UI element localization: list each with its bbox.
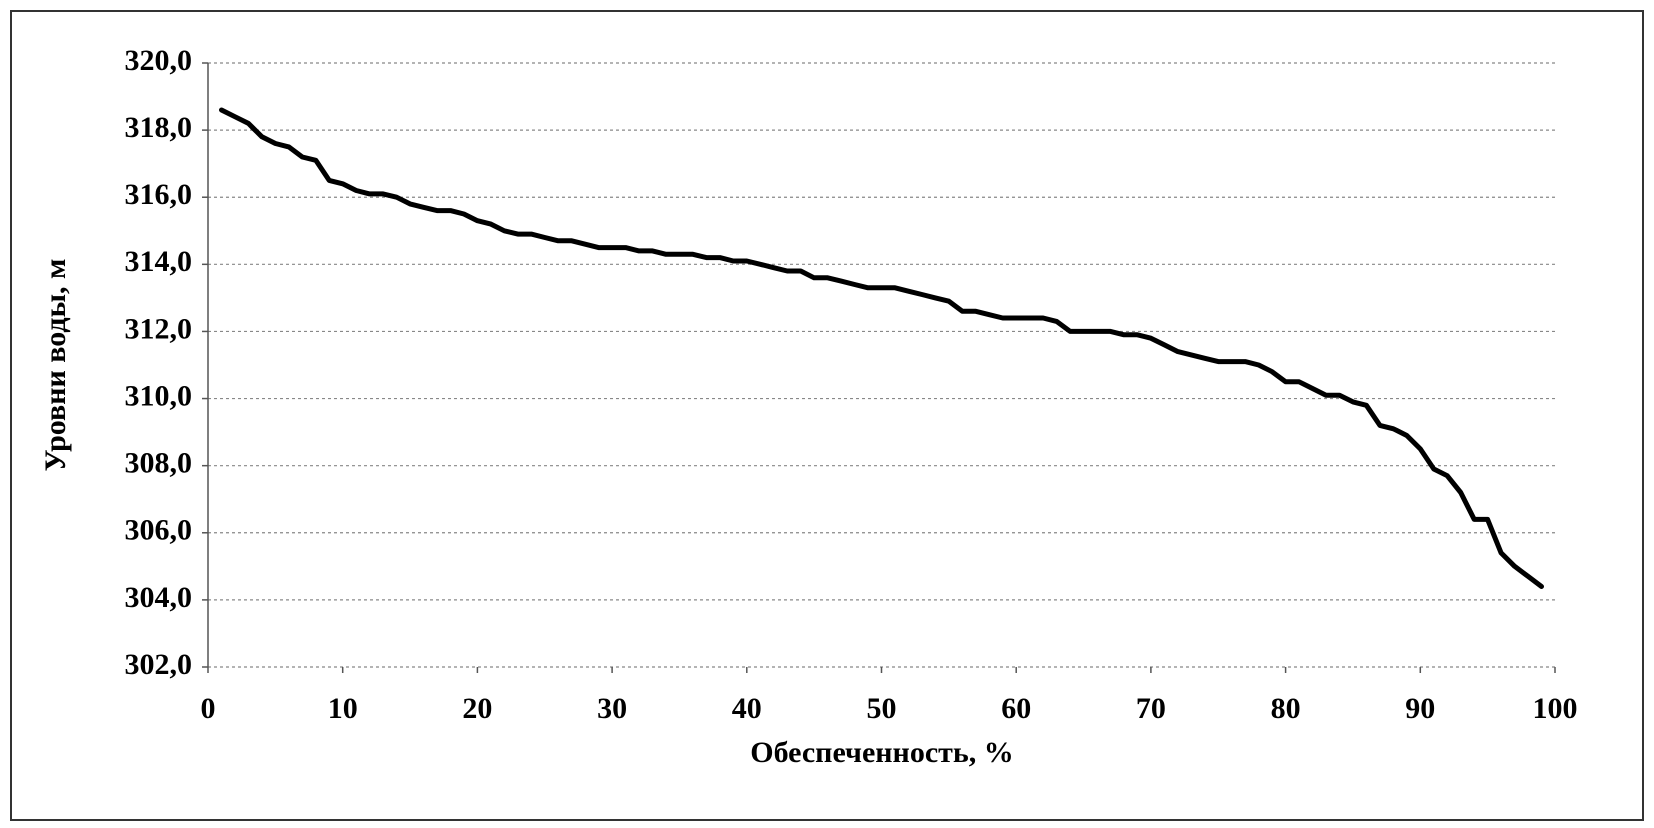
y-tick-label: 304,0 xyxy=(125,581,193,614)
chart-frame xyxy=(10,10,1644,821)
x-tick-label: 30 xyxy=(597,692,627,725)
x-tick-label: 0 xyxy=(201,692,216,725)
y-tick-label: 302,0 xyxy=(125,648,193,681)
y-tick-label: 312,0 xyxy=(125,312,193,345)
x-tick-label: 40 xyxy=(732,692,762,725)
x-tick-label: 80 xyxy=(1271,692,1301,725)
y-tick-label: 314,0 xyxy=(125,245,193,278)
x-tick-label: 90 xyxy=(1405,692,1435,725)
y-tick-label: 306,0 xyxy=(125,514,193,547)
x-tick-label: 70 xyxy=(1136,692,1166,725)
y-tick-label: 320,0 xyxy=(125,44,193,77)
y-axis-label: Уровни воды, м xyxy=(39,259,72,472)
x-tick-label: 100 xyxy=(1533,692,1578,725)
x-axis-label: Обеспеченность, % xyxy=(750,736,1014,769)
data-line xyxy=(219,107,1544,589)
x-tick-label: 20 xyxy=(462,692,492,725)
y-tick-label: 318,0 xyxy=(125,111,193,144)
x-tick-label: 10 xyxy=(328,692,358,725)
y-tick-label: 316,0 xyxy=(125,178,193,211)
y-tick-label: 310,0 xyxy=(125,379,193,412)
x-tick-label: 50 xyxy=(867,692,897,725)
y-tick-label: 308,0 xyxy=(125,447,193,480)
x-tick-label: 60 xyxy=(1001,692,1031,725)
